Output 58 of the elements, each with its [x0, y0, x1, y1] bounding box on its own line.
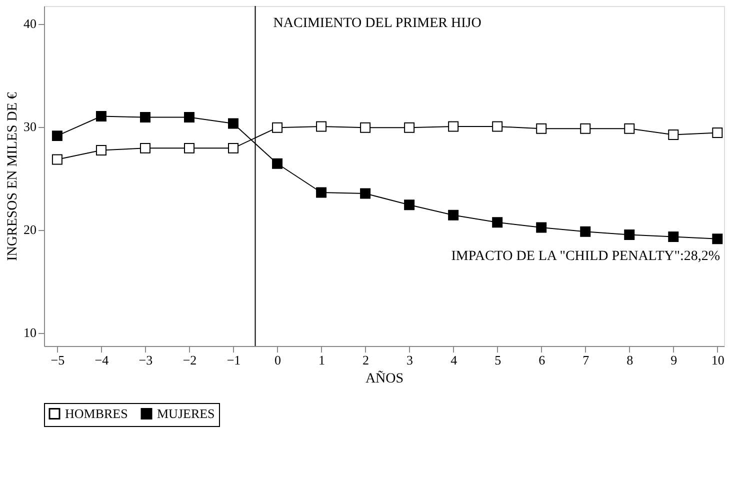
point	[536, 123, 547, 134]
point	[580, 123, 591, 134]
x-tick-label: 3	[406, 352, 414, 368]
point	[96, 111, 106, 122]
point	[316, 187, 327, 198]
point	[52, 154, 62, 165]
ref-line-label: NACIMIENTO DEL PRIMER HIJO	[273, 16, 482, 31]
point	[272, 158, 283, 169]
x-tick-label: −2	[182, 352, 197, 368]
point	[228, 118, 238, 129]
legend-label: MUJERES	[157, 406, 215, 421]
y-tick-label: 30	[24, 119, 36, 134]
x-tick-label: 8	[626, 352, 634, 368]
point	[404, 200, 415, 210]
x-tick-label: 0	[274, 352, 282, 368]
point	[448, 121, 459, 132]
point	[52, 130, 62, 142]
y-axis-title: INGRESOS EN MILES DE €	[6, 92, 20, 261]
point	[404, 122, 415, 133]
x-tick-label: 9	[670, 352, 678, 368]
point	[360, 122, 371, 133]
point	[96, 145, 106, 156]
x-tick-label: 2	[362, 352, 370, 368]
point	[668, 130, 679, 140]
x-tick-label: 5	[494, 352, 502, 368]
point	[140, 112, 150, 123]
x-tick-label: −5	[50, 352, 65, 368]
point	[492, 121, 503, 132]
x-tick-label: −4	[94, 352, 110, 368]
point	[624, 123, 635, 134]
x-tick-label: 10	[711, 352, 724, 368]
x-tick-label: 6	[538, 352, 546, 368]
y-tick-label: 40	[24, 16, 36, 32]
annotation: IMPACTO DE LA "CHILD PENALTY":28,2%	[451, 249, 720, 264]
x-tick-label: 7	[582, 352, 590, 368]
point	[184, 142, 194, 154]
point	[712, 234, 723, 244]
point	[712, 127, 723, 138]
y-tick-label: 20	[24, 222, 36, 238]
x-tick-label: 1	[318, 352, 326, 368]
point	[492, 217, 503, 228]
x-tick-label: −3	[138, 352, 153, 368]
point	[184, 112, 194, 123]
point	[536, 222, 547, 233]
point	[360, 188, 371, 199]
point	[624, 229, 635, 240]
legend-label: HOMBRES	[65, 406, 128, 421]
point	[272, 122, 283, 133]
point	[580, 226, 591, 237]
x-tick-label: −1	[226, 352, 241, 368]
point	[228, 142, 238, 154]
point	[668, 232, 679, 242]
point	[140, 142, 150, 154]
x-axis-title: AÑOS	[365, 370, 404, 386]
x-tick-label: 4	[450, 352, 458, 368]
point	[316, 121, 327, 132]
y-tick-label: 10	[24, 325, 36, 340]
point	[448, 210, 459, 220]
